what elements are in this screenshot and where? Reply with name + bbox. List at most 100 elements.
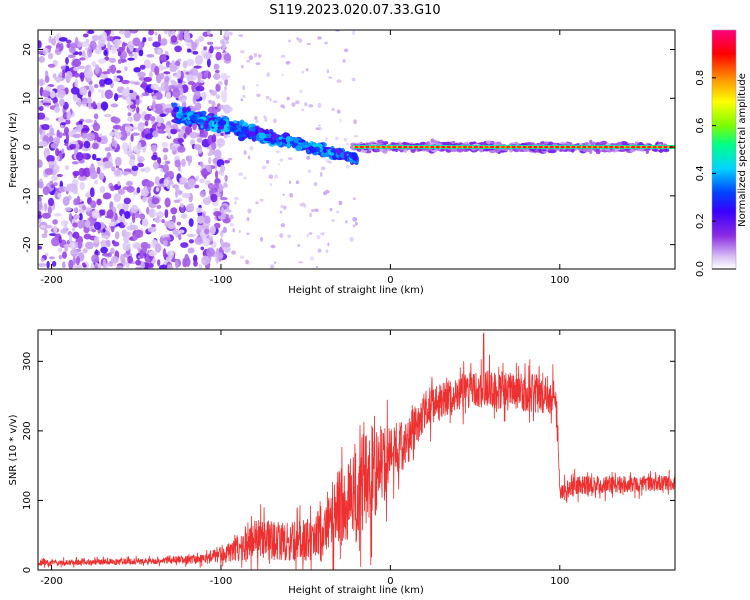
spectrogram-cell (101, 31, 108, 42)
spectrogram-cell (255, 84, 259, 87)
spectrogram-cell (53, 213, 62, 217)
spectrogram-cell (352, 224, 356, 228)
spectrogram-cell (63, 126, 70, 135)
spectrogram-cell (144, 166, 151, 173)
spectrogram-cell (38, 214, 43, 219)
spectrogram-cell (99, 136, 108, 145)
spectrogram-cell (127, 112, 132, 117)
spectrogram-cell (239, 255, 245, 260)
spectrogram-cell (185, 41, 192, 47)
spectrogram-cell (146, 206, 150, 215)
spectrogram-cell (52, 73, 57, 79)
spectrogram-cell (595, 150, 601, 155)
spectrogram-cell (110, 247, 115, 255)
spectrogram-cell (206, 58, 211, 68)
spectrogram-cell (103, 78, 113, 85)
spectrogram-cell (301, 143, 310, 149)
spectrogram-cell (253, 52, 258, 58)
spectrogram-cell (191, 41, 198, 51)
spectrogram-cell (582, 145, 587, 149)
spectrogram-cell (163, 154, 168, 161)
spectrogram-cell (441, 145, 446, 149)
spectrogram-cell (242, 94, 246, 98)
spectrogram-cell (58, 247, 63, 253)
spectrogram-cell (279, 233, 284, 238)
spectrogram-cell (203, 215, 211, 224)
spectrogram-cell (248, 55, 254, 61)
spectrogram-cell (154, 65, 160, 76)
spectrogram-cell (81, 138, 88, 142)
spectrogram-cell (152, 130, 159, 138)
spectrogram-cell (201, 255, 210, 266)
spectrogram-cell (154, 243, 162, 253)
spectrogram-cell (75, 152, 84, 161)
spectrogram-cell (274, 174, 279, 179)
spectrogram-cell (199, 190, 207, 198)
spectrogram-cell (98, 209, 105, 216)
spectrogram-cell (240, 98, 244, 102)
spectrogram-cell (56, 173, 63, 178)
spectrogram-cell (268, 174, 274, 179)
spectrogram-cell (457, 145, 462, 149)
spectrogram-cell (89, 40, 97, 51)
spectrogram-cell (185, 155, 190, 162)
spectrogram-cell (124, 30, 132, 39)
spectrogram-cell (301, 108, 305, 111)
spectrogram-cell (52, 219, 58, 225)
spectrogram-cell (103, 113, 112, 118)
snr-y-label: SNR (10 * v/v) (8, 414, 19, 485)
spectrogram-cell (66, 110, 72, 120)
spectrogram-cell (115, 220, 119, 224)
spectrogram-cell (279, 210, 283, 214)
spectrogram-cell (215, 83, 221, 92)
spectrogram-cell (140, 83, 148, 87)
spectrogram-cell (170, 35, 178, 43)
spectrogram-cell (105, 239, 111, 248)
spectrogram-cell (194, 102, 202, 111)
spectrogram-cell (67, 54, 76, 59)
spectrogram-cell (151, 197, 160, 205)
spectrogram-cell (119, 31, 125, 35)
spectrogram-cell (39, 78, 44, 86)
x-tick-label: -200 (40, 275, 63, 286)
spectrogram-cell (280, 223, 285, 228)
spectrogram-cell (55, 148, 60, 157)
colorbar-tick-label: 0.8 (695, 70, 706, 86)
spectrogram-cell (206, 30, 211, 36)
spectrogram-cell (199, 79, 205, 84)
spectrogram-cell (108, 57, 117, 63)
spectrogram-cell (135, 259, 142, 266)
spectrogram-cell (62, 71, 66, 78)
spectrogram-cell (308, 232, 313, 235)
spectrogram-cell (41, 124, 50, 131)
spectrogram-cell (132, 242, 141, 249)
spectrogram-cell (79, 181, 85, 191)
spectrogram-cell (137, 71, 146, 78)
spectrogram-cell (549, 145, 554, 149)
spectrogram-cell (174, 45, 182, 53)
spectrogram-cell (41, 233, 48, 239)
spectrogram-cell (435, 145, 440, 149)
spectrogram-cell (81, 262, 86, 266)
spectrogram-cell (310, 209, 316, 212)
spectrogram-cell (296, 37, 299, 41)
spectrogram-cell (349, 236, 354, 242)
spectrogram-cell (238, 34, 244, 37)
spectrogram-cell (60, 65, 66, 70)
spectrogram-cell (305, 68, 309, 72)
spectrogram-cell (308, 104, 314, 108)
spectrogram-cell (336, 79, 342, 84)
spectrogram-cell (139, 64, 146, 70)
spectrogram-cell (140, 168, 145, 172)
spectrogram-cell (65, 71, 73, 80)
spectrogram-cell (544, 145, 549, 149)
spectrogram-cell (282, 205, 287, 210)
spectrogram-cell (60, 122, 67, 126)
spectrogram-cell (166, 220, 175, 226)
spectrogram-cell (329, 207, 333, 212)
spectrogram-cell (151, 154, 158, 161)
spectrogram-cell (53, 182, 58, 187)
spectrogram-cell (155, 187, 160, 192)
spectrogram-cell (97, 89, 102, 93)
spectrogram-cell (215, 94, 221, 100)
